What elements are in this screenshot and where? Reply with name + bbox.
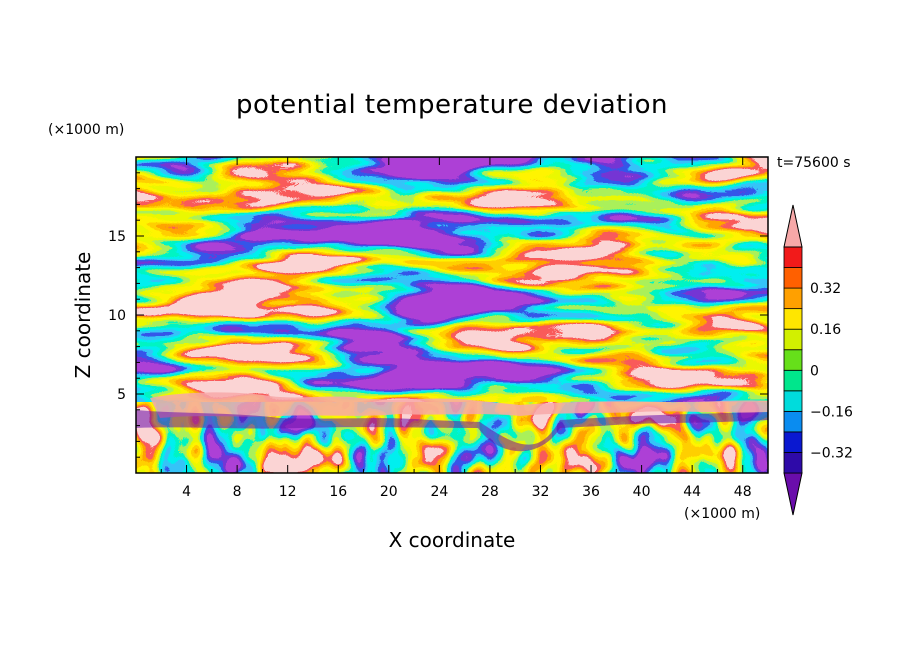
colorbar-band [783,287,803,310]
x-tick-label: 32 [532,484,550,500]
colorbar-label: 0.16 [810,322,841,338]
chart-title: potential temperature deviation [236,90,668,120]
x-tick-label: 24 [430,484,448,500]
colorbar-extend-low [783,472,803,516]
inversion-layer-lower [136,410,768,452]
contour-field [136,157,768,473]
x-tick-label: 44 [683,484,701,500]
colorbar [783,204,803,516]
colorbar-band [783,390,803,412]
x-tick-label: 36 [582,484,600,500]
y-tick-label: 5 [117,387,126,403]
colorbar-label: 0.32 [810,281,841,297]
colorbar-label: 0 [810,363,819,379]
colorbar-band [783,246,803,268]
colorbar-band [783,369,803,392]
colorbar-band [783,328,803,351]
x-axis: 4 8 12 16 20 24 28 32 36 40 44 48 [160,157,752,500]
colorbar-band [783,452,803,474]
x-tick-label: 12 [279,484,297,500]
x-units-label: (×1000 m) [684,506,760,522]
x-tick-label: 48 [734,484,752,500]
x-tick-label: 20 [380,484,398,500]
colorbar-band [783,267,803,289]
colorbar-band [783,431,803,453]
colorbar-band [783,349,803,371]
colorbar-band [783,410,803,433]
inversion-layer [150,392,768,418]
y-tick-label: 10 [108,308,126,324]
time-label: t=75600 s [777,155,851,171]
y-axis-title: Z coordinate [71,252,95,379]
colorbar-label: −0.32 [810,445,853,461]
y-tick-label: 15 [108,229,126,245]
x-tick-label: 40 [633,484,651,500]
colorbar-band [783,308,803,330]
colorbar-extend-high [783,204,803,248]
y-axis: 5 10 15 [108,172,768,458]
colorbar-label: −0.16 [810,404,853,420]
x-tick-label: 28 [481,484,499,500]
x-tick-label: 8 [233,484,242,500]
x-tick-label: 4 [182,484,191,500]
x-axis-title: X coordinate [389,528,516,552]
field-upper [136,157,768,402]
y-units-label: (×1000 m) [48,122,124,138]
x-tick-label: 16 [329,484,347,500]
colorbar-labels: 0.32 0.16 0 −0.16 −0.32 [810,281,853,461]
